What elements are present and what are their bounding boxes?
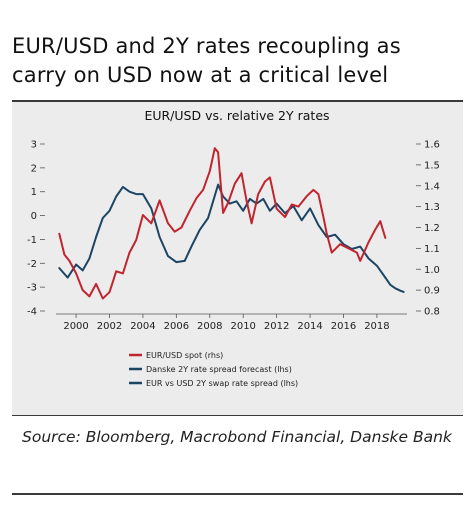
bottom-rule (12, 493, 463, 495)
left-tick-label: 3 (31, 140, 37, 151)
x-tick-label: 2006 (164, 321, 189, 332)
left-tick-label: -2 (27, 259, 37, 270)
right-tick-label: 1.2 (424, 223, 440, 234)
x-tick-label: 2004 (130, 321, 155, 332)
left-tick-label: -3 (27, 283, 37, 294)
series-layer (58, 147, 405, 300)
left-tick-label: 0 (31, 211, 37, 222)
x-tick-label: 2008 (197, 321, 222, 332)
right-tick-label: 1.0 (424, 265, 440, 276)
axes: 2000 2002 2004 2006 2008 2010 2012 2014 2016 2018… (27, 140, 440, 333)
legend-label: EUR/USD spot (rhs) (146, 351, 223, 360)
source-note: Source: Bloomberg, Macrobond Financial, … (22, 428, 452, 446)
top-rule (12, 100, 463, 102)
right-tick-label: 0.8 (424, 307, 440, 318)
legend: EUR/USD spot (rhs) Danske 2Y rate spread … (129, 351, 298, 388)
right-tick-label: 1.5 (424, 160, 440, 171)
x-tick-label: 2016 (331, 321, 356, 332)
right-tick-label: 1.3 (424, 202, 440, 213)
right-tick-label: 1.4 (424, 181, 440, 192)
series-line-1 (384, 276, 405, 293)
chart-title: EUR/USD vs. relative 2Y rates (144, 108, 329, 123)
x-tick-label: 2000 (63, 321, 88, 332)
left-tick-label: 1 (31, 187, 37, 198)
chart: EUR/USD vs. relative 2Y rates 2000 2002 20… (27, 108, 440, 388)
x-tick-label: 2014 (297, 321, 322, 332)
chart-panel (12, 102, 463, 415)
right-tick-label: 1.6 (424, 140, 440, 151)
right-tick-label: 1.1 (424, 244, 440, 255)
left-tick-label: -4 (27, 307, 37, 318)
series-line-2 (58, 183, 387, 279)
left-tick-label: 2 (31, 163, 37, 174)
x-tick-label: 2010 (230, 321, 255, 332)
mid-rule (12, 415, 463, 416)
right-tick-label: 0.9 (424, 286, 440, 297)
left-tick-label: -1 (27, 235, 37, 246)
legend-label: Danske 2Y rate spread forecast (lhs) (146, 365, 292, 374)
series-line-0 (58, 147, 387, 300)
x-tick-label: 2002 (97, 321, 122, 332)
x-tick-label: 2018 (364, 321, 389, 332)
x-tick-label: 2012 (264, 321, 289, 332)
headline: EUR/USD and 2Y rates recoupling as carry… (12, 34, 401, 87)
legend-label: EUR vs USD 2Y swap rate spread (lhs) (146, 379, 298, 388)
